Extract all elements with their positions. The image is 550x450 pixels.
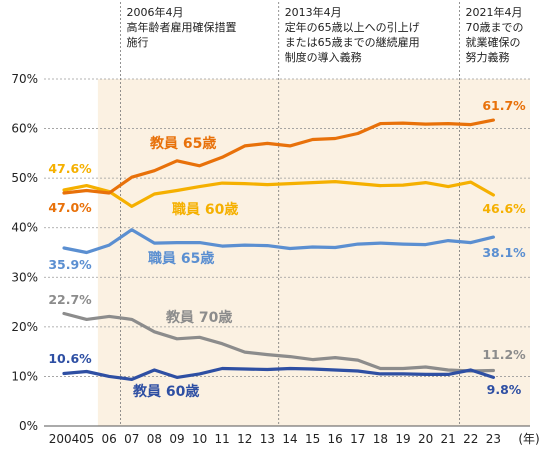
series-line: [62, 180, 495, 208]
series-name-label: 職員 65歳: [148, 250, 214, 267]
annotation-text: 2013年4月定年の65歳以上への引上げまたは65歳までの継続雇用制度の導入義務: [285, 5, 420, 64]
series-name-label: 教員 65歳: [150, 135, 216, 152]
series-line: [62, 366, 495, 381]
x-tick-label: 05: [79, 432, 94, 446]
series-name-label: 職員 60歳: [172, 201, 238, 218]
first-value-label: 22.7%: [48, 292, 92, 307]
x-tick-label: 22: [463, 432, 478, 446]
x-tick-label: 2004: [49, 432, 80, 446]
y-tick-label: 0%: [19, 419, 38, 433]
x-tick-label: 15: [305, 432, 320, 446]
last-value-label: 38.1%: [482, 245, 526, 260]
y-tick-label: 30%: [11, 270, 38, 284]
first-value-label: 47.0%: [48, 200, 92, 215]
x-tick-label: 12: [237, 432, 252, 446]
x-axis: 2004 05 06 07 08 09 10 11 12 13 14 15 16 17 18 19 20 21 22…: [49, 432, 540, 446]
x-tick-label: 16: [328, 432, 343, 446]
y-tick-label: 10%: [11, 369, 38, 383]
series-lines: [62, 118, 495, 381]
last-value-label: 9.8%: [487, 382, 522, 397]
x-tick-label: 13: [260, 432, 275, 446]
x-axis-unit: (年): [518, 432, 539, 446]
x-tick-label: 21: [441, 432, 456, 446]
x-tick-label: 06: [102, 432, 117, 446]
y-tick-label: 70%: [11, 72, 38, 86]
series-name-label: 教員 70歳: [166, 309, 232, 326]
y-tick-label: 20%: [11, 320, 38, 334]
first-value-label: 35.9%: [48, 257, 92, 272]
annotations: 2006年4月高年齢者雇用確保措置施行 2013年4月定年の65歳以上への引上げま…: [127, 5, 524, 64]
x-tick-label: 19: [395, 432, 410, 446]
x-tick-label: 20: [418, 432, 433, 446]
y-axis: 0% 10% 20% 30% 40% 50% 60% 70%: [11, 72, 38, 433]
annotation-text: 2006年4月高年齢者雇用確保措置施行: [127, 5, 237, 49]
x-tick-label: 23: [486, 432, 501, 446]
series-line: [62, 118, 495, 195]
first-value-label: 47.6%: [48, 161, 92, 176]
x-tick-label: 14: [282, 432, 297, 446]
annotation-text: 2021年4月 70歳までの就業確保の努力義務: [466, 5, 524, 64]
last-value-label: 11.2%: [482, 347, 526, 362]
series-line: [62, 311, 495, 373]
series-line: [62, 228, 495, 255]
x-tick-label: 10: [192, 432, 207, 446]
y-tick-label: 50%: [11, 171, 38, 185]
x-tick-label: 08: [147, 432, 162, 446]
x-tick-label: 07: [124, 432, 139, 446]
series-labels: 教員 65歳 47.0% 61.7% 職員 60歳 47.6% 46.6% 職員 65歳 35…: [48, 98, 526, 400]
y-tick-label: 40%: [11, 221, 38, 235]
x-tick-label: 17: [350, 432, 365, 446]
y-tick-label: 60%: [11, 122, 38, 136]
x-tick-label: 18: [373, 432, 388, 446]
grid: [44, 78, 530, 377]
first-value-label: 10.6%: [48, 351, 92, 366]
x-tick-label: 09: [169, 432, 184, 446]
x-tick-label: 11: [215, 432, 230, 446]
last-value-label: 46.6%: [482, 201, 526, 216]
last-value-label: 61.7%: [482, 98, 526, 113]
series-name-label: 教員 60歳: [133, 383, 199, 400]
